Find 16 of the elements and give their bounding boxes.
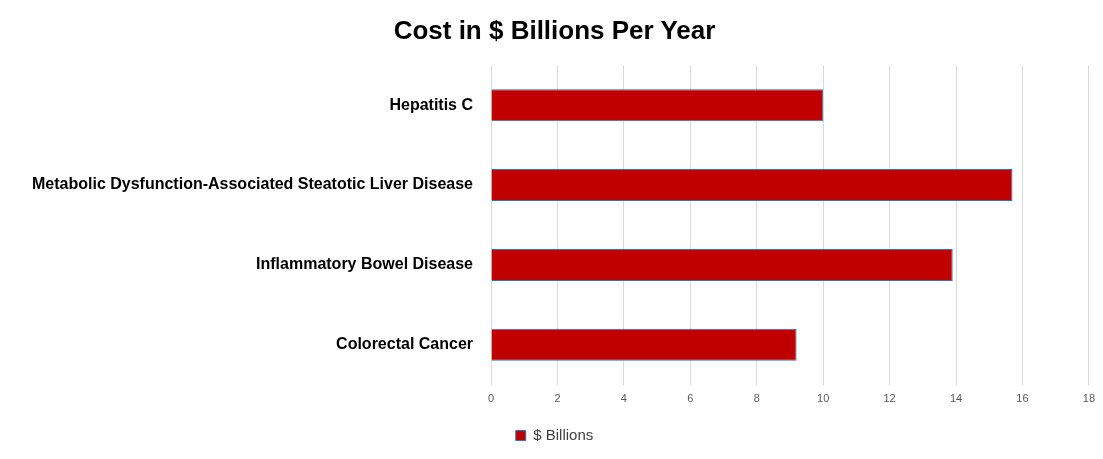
y-tick-label: Metabolic Dysfunction-Associated Steatotic Liver Disease <box>32 175 474 193</box>
y-tick-label: Inflammatory Bowel Disease <box>256 255 474 273</box>
x-tick-label: 16 <box>1016 392 1029 405</box>
x-tick-label: 6 <box>687 392 694 405</box>
x-tick-label: 14 <box>949 392 963 405</box>
legend-label: $ Billions <box>533 425 594 443</box>
y-tick-label: Hepatitis C <box>389 95 474 113</box>
x-tick-label: 18 <box>1082 392 1096 405</box>
x-tick-label: 10 <box>817 392 830 405</box>
chart-title: Cost in $ Billions Per Year <box>393 14 716 45</box>
x-tick-label: 2 <box>554 392 561 405</box>
y-tick-label: Colorectal Cancer <box>336 335 474 353</box>
x-tick-label: 12 <box>883 392 896 405</box>
x-tick-label: 4 <box>620 392 627 405</box>
x-tick-label: 8 <box>753 392 760 405</box>
x-tick-label: 0 <box>487 392 495 405</box>
